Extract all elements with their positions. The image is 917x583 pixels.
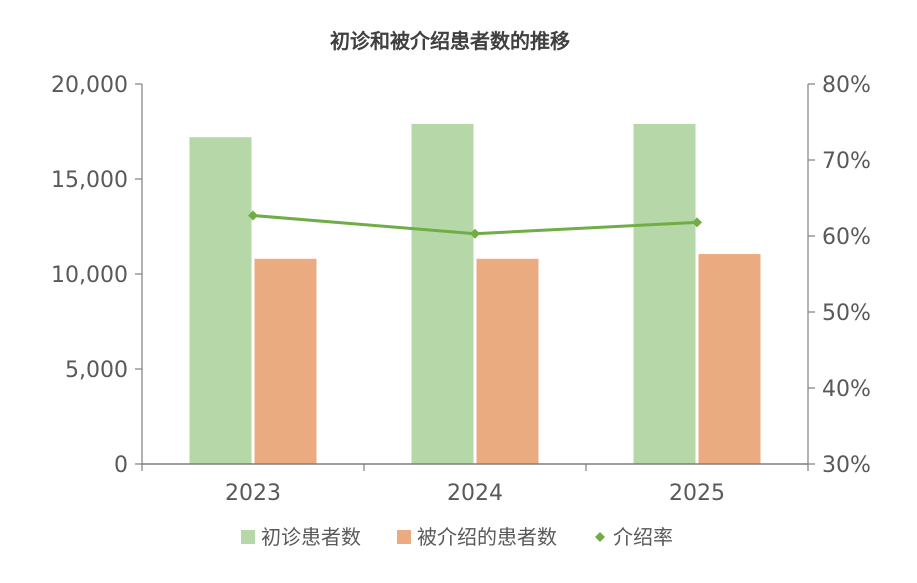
legend-swatch bbox=[241, 530, 255, 544]
legend: 初诊患者数 被介绍的患者数 介绍率 bbox=[241, 525, 673, 549]
left-axis-tick-label: 15,000 bbox=[51, 168, 128, 193]
left-axis-tick-label: 20,000 bbox=[51, 73, 128, 98]
left-axis-tick-label: 0 bbox=[114, 453, 128, 478]
right-axis-tick-label: 70% bbox=[822, 149, 871, 174]
right-axis: 30% 40% 50% 60% 70% 80% bbox=[807, 73, 871, 478]
bar-2024-1 bbox=[411, 123, 474, 465]
right-axis-tick-label: 80% bbox=[822, 73, 871, 98]
line-point bbox=[692, 217, 702, 228]
legend-marker bbox=[595, 532, 605, 542]
line-point bbox=[470, 228, 480, 239]
legend-swatch bbox=[397, 530, 411, 544]
right-axis-tick-label: 40% bbox=[822, 377, 871, 402]
line-point bbox=[248, 210, 258, 221]
x-axis-tick-label: 2024 bbox=[447, 481, 503, 506]
left-axis: 0 5,000 10,000 15,000 20,000 bbox=[51, 73, 143, 478]
line-series bbox=[248, 210, 702, 239]
left-axis-tick-label: 10,000 bbox=[51, 263, 128, 288]
bars bbox=[189, 123, 761, 465]
bar-2023-1 bbox=[189, 137, 252, 464]
legend-label: 被介绍的患者数 bbox=[417, 525, 557, 549]
bar-2025-1 bbox=[633, 123, 696, 465]
chart-title: 初诊和被介绍患者数的推移 bbox=[330, 29, 570, 53]
right-axis-tick-label: 30% bbox=[822, 453, 871, 478]
bar-2025-2 bbox=[698, 254, 761, 464]
x-axis-tick-label: 2025 bbox=[669, 481, 725, 506]
right-axis-tick-label: 60% bbox=[822, 225, 871, 250]
x-axis-tick-label: 2023 bbox=[225, 481, 281, 506]
bar-2023-2 bbox=[254, 258, 317, 464]
legend-label: 介绍率 bbox=[613, 525, 673, 549]
right-axis-tick-label: 50% bbox=[822, 301, 871, 326]
x-axis: 2023 2024 2025 bbox=[141, 463, 809, 506]
left-axis-tick-label: 5,000 bbox=[65, 358, 128, 383]
legend-label: 初诊患者数 bbox=[261, 525, 361, 549]
bar-2024-2 bbox=[476, 258, 539, 464]
